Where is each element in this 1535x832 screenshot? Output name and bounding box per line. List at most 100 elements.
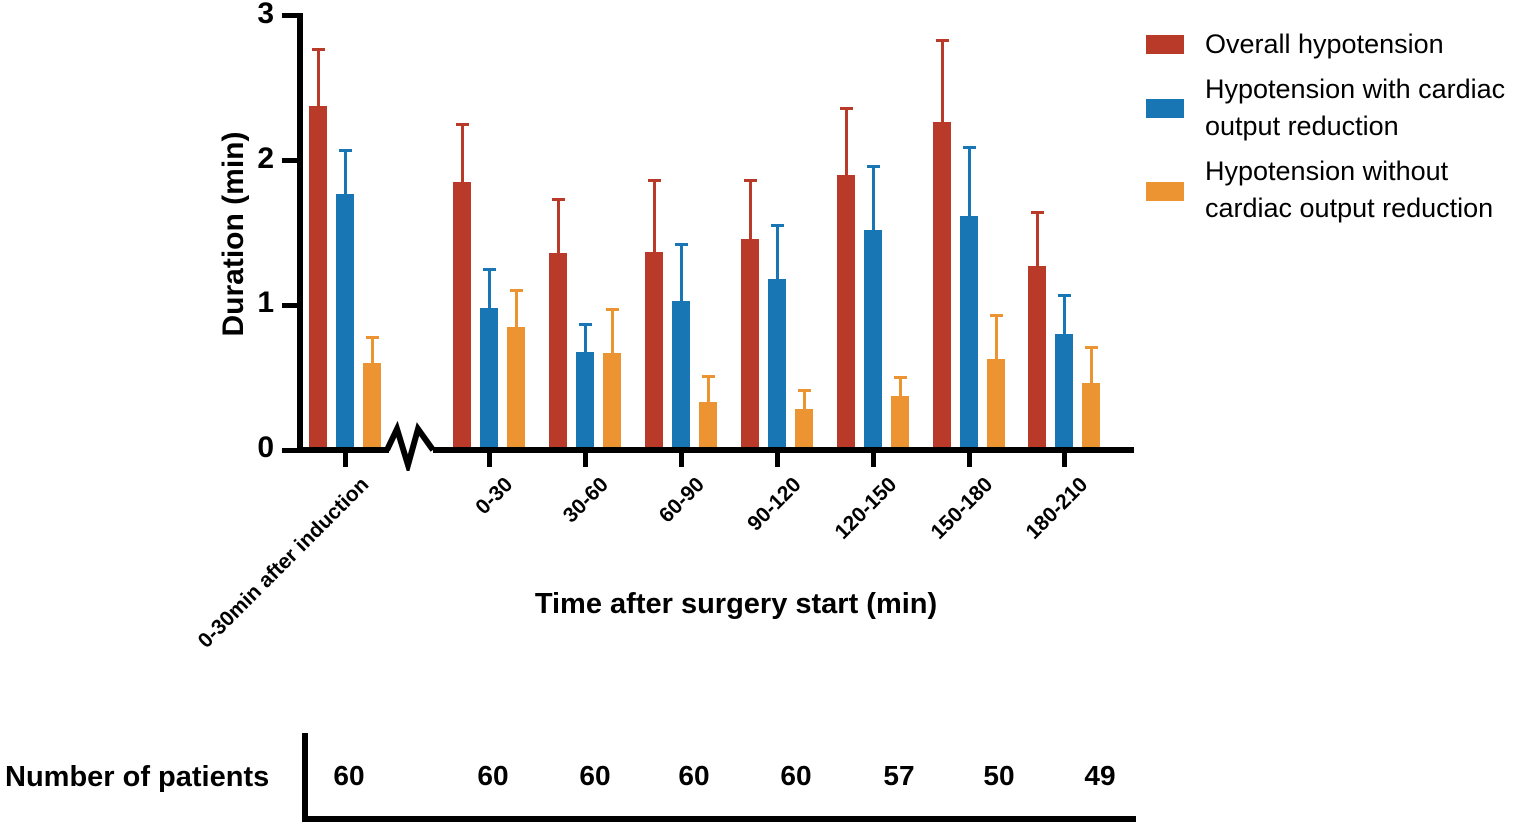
error-bar-stem <box>706 374 710 404</box>
x-tick-label-text: 120-150 <box>830 473 902 544</box>
error-bar-cap <box>482 267 496 271</box>
error-bar-stem <box>343 149 347 195</box>
legend-swatch-hypotension-with-co-reduction <box>1146 99 1184 118</box>
error-bar-cap <box>701 374 715 378</box>
bar <box>645 251 663 447</box>
patient-count: 60 <box>678 760 710 791</box>
x-axis-tick <box>678 450 684 467</box>
error-bar-cap <box>839 107 853 111</box>
bar <box>309 105 327 447</box>
x-axis-tick <box>1061 450 1067 467</box>
error-bar-stem <box>316 47 320 107</box>
patient-count: 60 <box>333 760 365 791</box>
y-axis-tick <box>282 13 297 19</box>
x-tick-label-text: 180-210 <box>1021 473 1093 544</box>
bar <box>933 121 951 447</box>
x-tick-label-text: 0-30 <box>471 473 518 519</box>
bar <box>1028 266 1046 447</box>
bar <box>576 351 594 447</box>
bar <box>480 308 498 447</box>
error-bar-stem <box>583 322 587 353</box>
patients-table-vertical-line <box>302 733 308 822</box>
error-bar-stem <box>775 224 779 281</box>
y-axis-line <box>297 13 303 453</box>
legend-swatch-hypotension-without-co-reduction <box>1146 182 1184 201</box>
error-bar-cap <box>935 39 949 43</box>
bar <box>987 358 1005 447</box>
error-bar-stem <box>556 198 560 255</box>
error-bar-stem <box>679 243 683 302</box>
patients-table-horizontal-line <box>302 816 1136 822</box>
legend-swatch-overall-hypotension <box>1146 35 1184 54</box>
patient-count: 49 <box>1084 760 1116 791</box>
error-bar-cap <box>455 123 469 127</box>
bar <box>363 363 381 447</box>
bar <box>768 279 786 447</box>
patient-count: 60 <box>579 760 611 791</box>
error-bar-stem <box>967 146 971 217</box>
y-tick-label: 1 <box>257 286 274 320</box>
error-bar-cap <box>605 308 619 312</box>
bar <box>864 230 882 447</box>
legend-label-line: Hypotension with cardiac <box>1205 74 1506 104</box>
patient-count: 57 <box>883 760 915 791</box>
legend-item-with-co-reduction: Hypotension with cardiac output reductio… <box>1146 71 1505 145</box>
x-tick-label-text: 60-90 <box>655 473 710 528</box>
bar <box>507 327 525 447</box>
error-bar-cap <box>797 389 811 393</box>
error-bar-stem <box>370 335 374 365</box>
error-bar-stem <box>844 107 848 177</box>
bar <box>741 238 759 447</box>
legend-label-line: output reduction <box>1205 111 1399 141</box>
bar <box>549 253 567 447</box>
bar <box>699 402 717 447</box>
error-bar-stem <box>460 123 464 184</box>
error-bar-cap <box>674 243 688 247</box>
error-bar-cap <box>1084 345 1098 349</box>
y-axis-tick <box>282 302 297 308</box>
error-bar-cap <box>509 289 523 293</box>
x-axis-tick <box>966 450 972 467</box>
x-axis-tick <box>774 450 780 467</box>
error-bar-cap <box>1057 293 1071 297</box>
patient-count: 60 <box>780 760 812 791</box>
error-bar-stem <box>748 179 752 240</box>
error-bar-cap <box>647 179 661 183</box>
x-tick-label-text: 0-30min after induction <box>193 473 374 653</box>
axis-break-icon <box>385 420 436 471</box>
y-tick-label: 2 <box>257 141 274 175</box>
error-bar-stem <box>871 165 875 232</box>
bar <box>891 396 909 447</box>
error-bar-cap <box>1030 211 1044 215</box>
x-axis-tick <box>342 450 348 467</box>
legend-label-line: Hypotension without <box>1205 156 1449 186</box>
x-axis-tick <box>582 450 588 467</box>
y-tick-label: 0 <box>257 431 274 464</box>
error-bar-cap <box>989 314 1003 317</box>
error-bar-cap <box>893 376 907 380</box>
error-bar-stem <box>487 267 491 310</box>
y-tick-label: 3 <box>257 0 274 30</box>
error-bar-stem <box>940 39 944 123</box>
x-tick-label-text: 90-120 <box>742 473 806 536</box>
bar <box>795 409 813 447</box>
bar <box>603 353 621 447</box>
error-bar-stem <box>994 314 998 360</box>
bar <box>1055 334 1073 447</box>
x-tick-label-text: 150-180 <box>926 473 998 544</box>
error-bar-cap <box>743 179 757 183</box>
y-axis-tick <box>282 447 297 453</box>
patients-row-label: Number of patients <box>5 761 270 793</box>
x-tick-label-text: 30-60 <box>559 473 614 528</box>
y-axis-tick <box>282 158 297 164</box>
error-bar-stem <box>898 376 902 398</box>
error-bar-cap <box>551 198 565 202</box>
error-bar-stem <box>1089 345 1093 385</box>
error-bar-cap <box>365 335 379 339</box>
x-axis-tick <box>870 450 876 467</box>
error-bar-cap <box>311 47 325 51</box>
error-bar-cap <box>866 165 880 168</box>
legend-label-line: cardiac output reduction <box>1205 193 1494 223</box>
error-bar-cap <box>770 224 784 228</box>
